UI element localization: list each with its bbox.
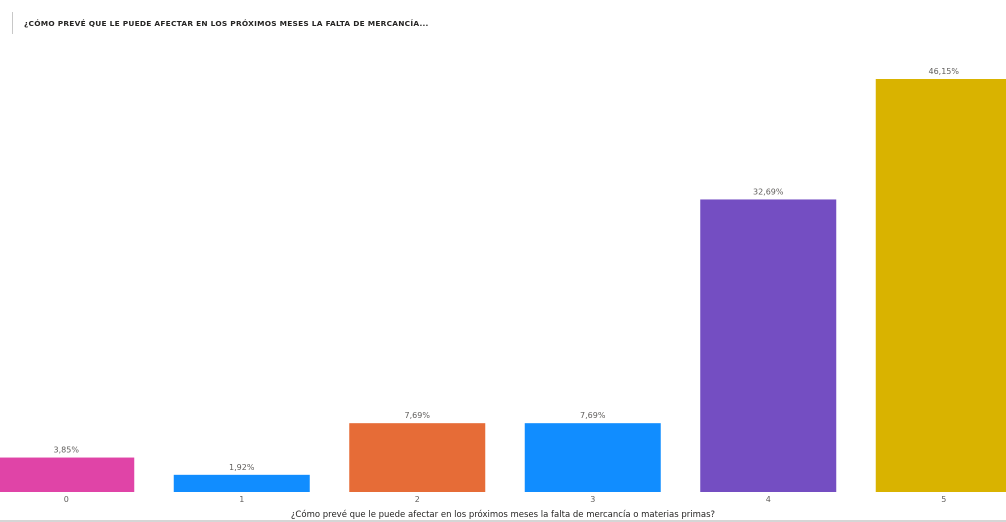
value-label-0: 3,85% <box>54 446 80 455</box>
bar-1[interactable] <box>173 474 310 492</box>
x-tick-label-3: 3 <box>590 495 595 504</box>
bar-4[interactable] <box>700 199 837 493</box>
bar-0[interactable] <box>0 457 135 492</box>
value-label-1: 1,92% <box>229 463 255 472</box>
bar-2[interactable] <box>349 423 486 492</box>
x-tick-label-5: 5 <box>941 495 946 504</box>
bottom-border <box>0 520 1006 522</box>
chart-title: ¿CÓMO PREVÉ QUE LE PUEDE AFECTAR EN LOS … <box>24 18 429 28</box>
x-tick-label-2: 2 <box>415 495 420 504</box>
x-tick-label-0: 0 <box>64 495 69 504</box>
value-label-5: 46,15% <box>928 67 959 76</box>
value-label-2: 7,69% <box>405 411 431 420</box>
bar-3[interactable] <box>524 423 661 492</box>
value-label-4: 32,69% <box>753 187 784 196</box>
x-tick-labels-group: 0 1 2 3 4 5 <box>64 495 947 504</box>
value-label-3: 7,69% <box>580 411 606 420</box>
value-labels-group: 3,85% 1,92% 7,69% 7,69% 32,69% 46,15% <box>54 67 960 472</box>
x-tick-label-4: 4 <box>766 495 771 504</box>
chart-title-container: ¿CÓMO PREVÉ QUE LE PUEDE AFECTAR EN LOS … <box>12 12 429 34</box>
bars-group <box>0 79 1006 493</box>
bar-5[interactable] <box>875 79 1006 492</box>
x-axis-label: ¿Cómo prevé que le puede afectar en los … <box>291 509 715 520</box>
x-tick-label-1: 1 <box>239 495 244 504</box>
